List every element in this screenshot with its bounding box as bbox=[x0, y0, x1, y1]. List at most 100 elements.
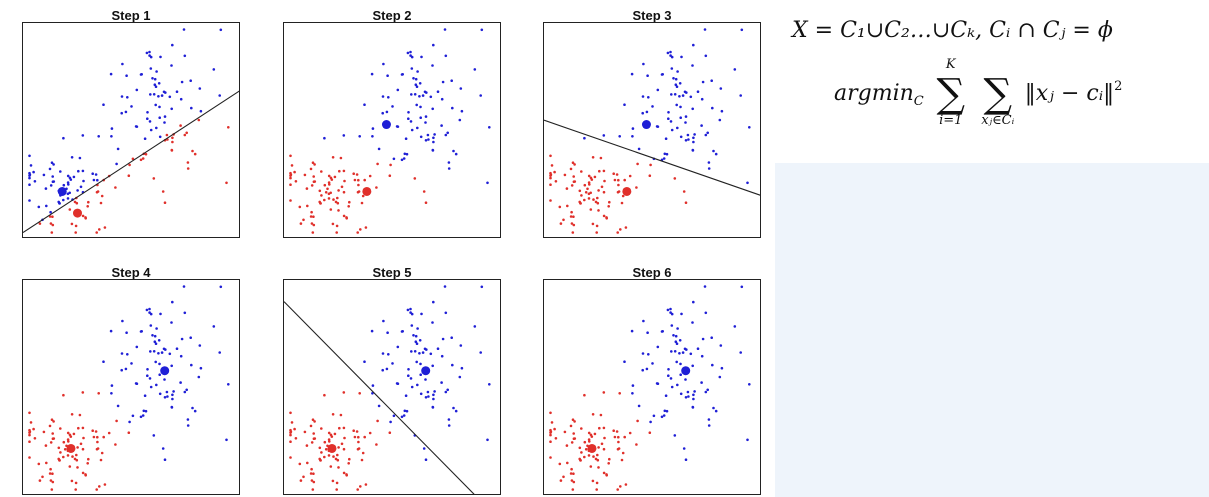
data-point bbox=[409, 50, 412, 54]
data-point bbox=[486, 438, 489, 442]
centroid bbox=[622, 186, 632, 196]
data-point bbox=[161, 190, 165, 193]
data-point bbox=[227, 126, 230, 129]
data-point bbox=[77, 169, 80, 173]
data-point bbox=[583, 393, 586, 397]
data-point bbox=[573, 420, 576, 423]
data-point bbox=[656, 125, 660, 128]
data-point bbox=[340, 185, 344, 189]
data-point bbox=[587, 174, 591, 178]
data-point bbox=[355, 173, 359, 176]
data-point bbox=[413, 350, 417, 353]
data-point bbox=[711, 363, 714, 367]
data-point bbox=[415, 360, 418, 364]
data-point bbox=[76, 466, 79, 469]
data-point bbox=[480, 28, 484, 32]
data-point bbox=[299, 222, 303, 225]
data-point bbox=[594, 457, 598, 461]
data-point bbox=[293, 427, 296, 431]
data-point bbox=[327, 197, 331, 200]
data-point bbox=[578, 457, 581, 461]
data-point bbox=[673, 350, 677, 353]
data-point bbox=[343, 436, 346, 440]
data-point bbox=[416, 70, 419, 73]
data-point bbox=[447, 167, 451, 170]
decision-boundary bbox=[23, 90, 239, 233]
data-point bbox=[87, 457, 90, 461]
data-point bbox=[158, 373, 161, 376]
data-point bbox=[615, 173, 619, 176]
data-point bbox=[311, 418, 315, 421]
data-point bbox=[569, 167, 573, 171]
norm-power: 2 bbox=[1114, 79, 1123, 94]
centroid bbox=[66, 443, 76, 453]
data-point bbox=[707, 424, 711, 427]
data-point bbox=[642, 319, 645, 323]
data-point bbox=[107, 431, 111, 435]
data-point bbox=[139, 158, 143, 162]
data-point bbox=[431, 64, 434, 67]
data-point bbox=[59, 170, 62, 173]
data-point bbox=[665, 152, 669, 156]
data-point bbox=[219, 28, 223, 32]
data-point bbox=[602, 447, 606, 451]
scatter-frame bbox=[543, 22, 761, 238]
data-point bbox=[57, 200, 60, 204]
data-point bbox=[608, 457, 611, 461]
data-point bbox=[157, 352, 160, 355]
blank-panel bbox=[775, 163, 1209, 497]
data-point bbox=[673, 177, 677, 180]
data-point bbox=[432, 393, 435, 397]
data-point bbox=[578, 446, 582, 450]
data-point bbox=[66, 431, 70, 435]
data-point bbox=[733, 68, 737, 71]
data-point bbox=[420, 55, 423, 59]
data-point bbox=[669, 311, 672, 314]
data-point bbox=[679, 116, 682, 119]
data-point bbox=[602, 471, 606, 475]
data-point bbox=[48, 424, 52, 428]
partition-equation: X = C₁∪C₂…∪Cₖ, Cᵢ ∩ Cⱼ = ϕ bbox=[792, 18, 1113, 43]
data-point bbox=[571, 418, 575, 421]
data-point bbox=[336, 453, 339, 457]
data-point bbox=[596, 458, 600, 462]
data-point bbox=[127, 174, 131, 177]
data-point bbox=[289, 456, 292, 459]
data-point bbox=[583, 136, 586, 140]
data-point bbox=[459, 87, 463, 90]
data-point bbox=[343, 179, 346, 183]
data-point bbox=[66, 174, 70, 178]
data-point bbox=[327, 431, 331, 435]
data-point bbox=[49, 467, 52, 471]
data-point bbox=[337, 466, 340, 469]
data-point bbox=[376, 162, 379, 166]
data-point bbox=[318, 446, 322, 450]
data-point bbox=[704, 133, 708, 137]
data-point bbox=[686, 133, 690, 137]
data-point bbox=[198, 87, 202, 90]
data-point bbox=[602, 426, 606, 430]
data-point bbox=[617, 178, 620, 182]
data-point bbox=[594, 200, 598, 204]
data-point bbox=[597, 446, 600, 449]
data-point bbox=[419, 392, 423, 396]
data-point bbox=[170, 406, 174, 409]
data-point bbox=[669, 307, 672, 311]
data-point bbox=[558, 462, 562, 466]
data-point bbox=[740, 28, 744, 32]
data-point bbox=[158, 392, 162, 396]
data-point bbox=[41, 475, 44, 479]
data-point bbox=[549, 171, 552, 175]
data-point bbox=[163, 458, 167, 461]
data-point bbox=[143, 137, 147, 140]
data-point bbox=[424, 121, 427, 124]
data-point bbox=[329, 176, 333, 180]
data-point bbox=[141, 414, 145, 417]
data-point bbox=[670, 128, 674, 132]
data-point bbox=[674, 340, 678, 343]
data-point bbox=[670, 67, 674, 70]
data-point bbox=[371, 135, 374, 138]
data-point bbox=[342, 426, 346, 430]
data-point bbox=[63, 448, 67, 451]
data-point bbox=[684, 121, 687, 124]
